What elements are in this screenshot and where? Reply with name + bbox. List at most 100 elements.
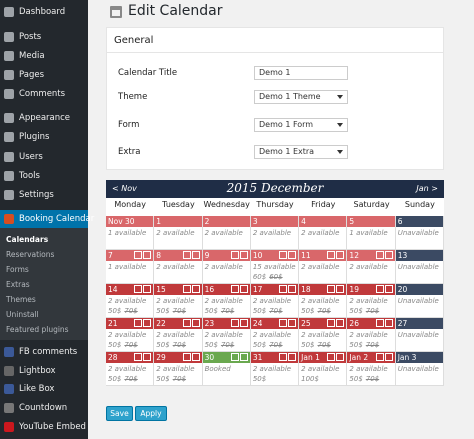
day-cell[interactable]: 24 2 available 50$ 70$ <box>250 318 300 352</box>
day-cell[interactable]: 21 2 available 50$ 70$ <box>106 318 155 352</box>
next-month[interactable]: Jan > <box>416 184 438 193</box>
day-cell[interactable]: 10 15 available 60$ 60$ <box>250 250 300 284</box>
day-cell[interactable]: 7 1 available <box>106 250 155 284</box>
text-input[interactable]: Demo 1 <box>254 66 348 80</box>
menu-item[interactable]: Tools <box>0 167 88 185</box>
day-cell[interactable]: 11 2 available <box>299 250 348 284</box>
day-cell[interactable]: 17 2 available 50$ 70$ <box>250 284 300 318</box>
add-icon <box>143 319 152 327</box>
submenu-item[interactable]: Forms <box>0 262 88 277</box>
day-cell[interactable]: 9 2 available <box>202 250 251 284</box>
day-cell[interactable]: Nov 30 1 available <box>106 216 155 250</box>
plugin-item[interactable]: Countdown <box>0 399 88 417</box>
menu-item[interactable]: Appearance <box>0 109 88 127</box>
menu-item[interactable]: Dashboard <box>0 3 88 21</box>
menu-item[interactable]: Comments <box>0 85 88 103</box>
submenu-item[interactable]: Extras <box>0 277 88 292</box>
day-cell[interactable]: Jan 1 2 available 100$ <box>299 352 348 386</box>
menu-item[interactable]: Users <box>0 148 88 166</box>
info-icon <box>279 319 288 327</box>
day-cell[interactable]: 6 Unavailable <box>395 216 444 250</box>
day-number: 2 <box>202 216 250 227</box>
day-cell[interactable]: 18 2 available 50$ 70$ <box>299 284 348 318</box>
day-number: 8 <box>154 250 202 261</box>
menu-item[interactable]: Booking Calendar <box>0 210 94 228</box>
price: 50$ <box>108 341 122 349</box>
day-cell[interactable]: 16 2 available 50$ 70$ <box>202 284 251 318</box>
select[interactable]: Demo 1 Extra <box>254 145 348 159</box>
select[interactable]: Demo 1 Theme <box>254 90 348 104</box>
availability: 2 available <box>204 297 243 305</box>
day-cell[interactable]: 29 2 available 50$ 70$ <box>154 352 203 386</box>
sidebar: Dashboard Posts Media Pages Comments Appearan… <box>0 0 94 439</box>
day-cell[interactable]: Jan 2 2 available 50$ 70$ <box>347 352 396 386</box>
plugin-item[interactable]: FB comments <box>0 343 88 361</box>
day-cell[interactable]: 12 2 available <box>347 250 396 284</box>
day-cell[interactable]: 14 2 available 50$ 70$ <box>106 284 155 318</box>
menu-item[interactable]: Settings <box>0 186 88 204</box>
day-cell[interactable]: 26 2 available 50$ 70$ <box>347 318 396 352</box>
submenu-item[interactable]: Uninstall <box>0 307 88 322</box>
day-cell[interactable]: 25 2 available 50$ 70$ <box>299 318 348 352</box>
menu-icon <box>4 51 14 61</box>
plugin-item[interactable]: Lightbox <box>0 362 88 380</box>
menu-item[interactable]: Plugins <box>0 128 88 146</box>
field-label: Theme <box>118 92 148 102</box>
day-cell[interactable]: 30 Booked <box>202 352 251 386</box>
add-icon <box>191 285 200 293</box>
availability: 2 available <box>156 297 195 305</box>
prev-month[interactable]: < Nov <box>112 184 137 193</box>
day-cell[interactable]: 2 2 available <box>202 216 251 250</box>
old-price: 70$ <box>269 341 283 349</box>
day-cell[interactable]: Jan 3 Unavailable <box>395 352 444 386</box>
day-cell[interactable]: 28 2 available 50$ 70$ <box>106 352 155 386</box>
select[interactable]: Demo 1 Form <box>254 118 348 132</box>
menu-item[interactable]: Pages <box>0 66 88 84</box>
menu-item[interactable]: Media <box>0 47 88 65</box>
button[interactable]: Save <box>106 406 133 421</box>
day-cell[interactable]: 31 2 available 50$ <box>250 352 300 386</box>
menu-item[interactable]: Posts <box>0 28 88 46</box>
price-line: 50$ 70$ <box>349 341 379 349</box>
info-icon <box>134 353 143 361</box>
day-cell[interactable]: 19 2 available 50$ 70$ <box>347 284 396 318</box>
button[interactable]: Apply <box>135 406 167 421</box>
day-cell[interactable]: 27 Unavailable <box>395 318 444 352</box>
availability: 2 available <box>349 297 388 305</box>
price: 50$ <box>349 307 363 315</box>
day-cell[interactable]: 1 2 available <box>154 216 203 250</box>
old-price: 70$ <box>365 307 380 315</box>
day-cell[interactable]: 20 Unavailable <box>395 284 444 318</box>
field-label: Calendar Title <box>118 68 178 78</box>
day-cell[interactable]: 4 2 available <box>299 216 348 250</box>
day-cell[interactable]: 5 1 available <box>347 216 396 250</box>
day-cell[interactable]: 3 2 available <box>250 216 300 250</box>
day-cell[interactable]: 8 2 available <box>154 250 203 284</box>
plugin-item[interactable]: Like Box <box>0 380 88 398</box>
menu-label: Posts <box>19 32 42 42</box>
submenu-item[interactable]: Calendars <box>0 232 88 247</box>
old-price: 70$ <box>365 341 380 349</box>
menu-label: Dashboard <box>19 7 66 17</box>
old-price: 70$ <box>172 375 187 383</box>
day-cell[interactable]: 23 2 available 50$ 70$ <box>202 318 251 352</box>
day-cell[interactable]: 22 2 available 50$ 70$ <box>154 318 203 352</box>
submenu-item[interactable]: Reservations <box>0 247 88 262</box>
day-number: 22 <box>154 318 202 329</box>
submenu-item[interactable]: Themes <box>0 292 88 307</box>
menu-label: Appearance <box>19 113 71 123</box>
availability: Unavailable <box>397 263 439 271</box>
submenu-item[interactable]: Featured plugins <box>0 322 88 337</box>
day-number: Nov 30 <box>106 216 154 227</box>
old-price: 70$ <box>124 341 138 349</box>
day-cell[interactable]: 15 2 available 50$ 70$ <box>154 284 203 318</box>
day-number: Jan 1 <box>299 352 347 363</box>
day-cell[interactable]: 13 Unavailable <box>395 250 444 284</box>
plugin-item[interactable]: YouTube Embed <box>0 418 88 436</box>
availability: 2 available <box>301 365 340 373</box>
price: 50$ <box>156 307 170 315</box>
availability: 2 available <box>301 297 340 305</box>
weekday: Monday <box>114 200 146 209</box>
add-icon <box>384 319 393 327</box>
price: 50$ <box>108 307 122 315</box>
